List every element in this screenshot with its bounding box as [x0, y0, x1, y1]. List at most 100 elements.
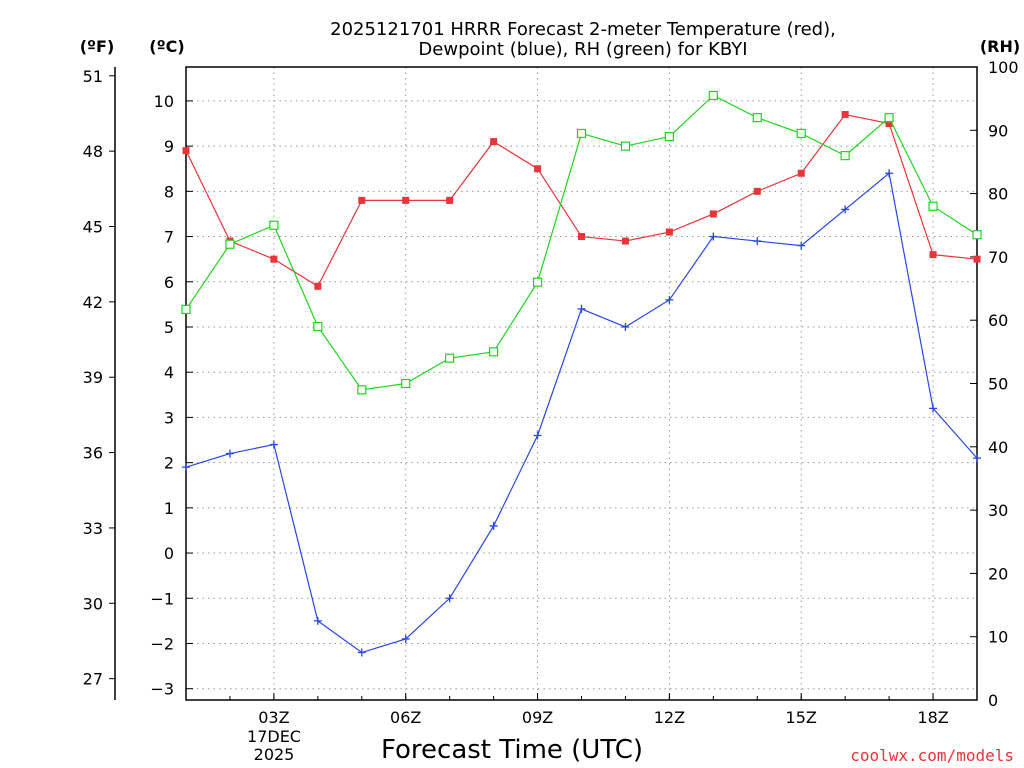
- dewpoint-point: [841, 205, 850, 214]
- temperature-point: [709, 210, 717, 218]
- dewpoint-point: [313, 616, 322, 625]
- rh-point: [708, 90, 718, 101]
- plot-frame: [185, 66, 978, 701]
- f-axis-tick-label: 27: [83, 670, 103, 689]
- fahrenheit-unit-label: (ºF): [80, 37, 115, 56]
- temperature-point: [753, 187, 761, 195]
- temperature-line: [185, 113, 978, 288]
- rh-axis-tick-label: 10: [988, 628, 1008, 647]
- temperature-point: [621, 237, 629, 245]
- c-axis-tick-label: 6: [164, 273, 174, 292]
- dewpoint-point: [225, 449, 234, 458]
- c-axis-tick-label: −3: [150, 680, 174, 699]
- rh-point: [269, 220, 279, 230]
- rh-point: [884, 113, 894, 123]
- c-axis-tick-label: 3: [164, 408, 174, 427]
- rh-point: [752, 113, 762, 123]
- c-axis-tick-label: 9: [164, 137, 174, 156]
- temperature-point: [314, 282, 322, 290]
- rh-point: [928, 201, 938, 211]
- rh-point: [620, 141, 631, 151]
- celsius-unit-label: (ºC): [149, 37, 184, 56]
- grid: [186, 67, 977, 700]
- x-axis-tick-label: 09Z: [522, 708, 553, 727]
- rh-axis-tick-label: 30: [988, 501, 1008, 520]
- temperature-point: [534, 165, 542, 173]
- rh-point: [796, 128, 806, 139]
- rh-axis-tick-label: 40: [988, 438, 1008, 457]
- rh-point: [840, 151, 850, 161]
- c-axis-tick-label: 10: [154, 92, 174, 111]
- f-axis-tick-label: 42: [83, 293, 103, 312]
- rh-point: [532, 277, 543, 287]
- rh-axis-tick-label: 20: [988, 564, 1008, 583]
- dewpoint-point: [621, 322, 630, 331]
- date-label-line2: 2025: [254, 745, 295, 764]
- temperature-point: [358, 196, 366, 204]
- rh-point: [401, 378, 411, 389]
- dewpoint-point: [753, 237, 762, 246]
- rh-axis-tick-label: 80: [988, 185, 1008, 204]
- c-axis-tick-label: −1: [150, 589, 174, 608]
- temperature-point: [446, 196, 454, 204]
- x-axis-tick-label: 18Z: [917, 708, 948, 727]
- x-axis-tick-label: 03Z: [258, 708, 289, 727]
- c-axis-tick-label: 7: [164, 228, 174, 247]
- rh-axis-tick-label: 50: [988, 375, 1008, 394]
- dewpoint-point: [269, 440, 278, 449]
- dewpoint-point: [929, 404, 938, 413]
- temperature-point: [797, 169, 805, 177]
- rh-point: [313, 321, 323, 332]
- x-axis-tick-label: 06Z: [390, 708, 421, 727]
- dewpoint-line: [185, 172, 978, 654]
- dewpoint-point: [885, 169, 894, 178]
- dewpoint-point: [533, 431, 542, 440]
- credit-text: coolwx.com/models: [850, 746, 1014, 765]
- dewpoint-point: [665, 295, 674, 304]
- c-axis-tick-label: 5: [164, 318, 174, 337]
- dewpoint-point: [182, 463, 190, 472]
- x-axis-tick-label: 12Z: [654, 708, 685, 727]
- c-axis-tick-label: −2: [150, 634, 174, 653]
- c-axis-tick-label: 0: [164, 544, 174, 563]
- f-axis-tick-label: 36: [83, 444, 103, 463]
- f-axis-tick-label: 51: [83, 67, 103, 86]
- rh-point: [489, 347, 499, 357]
- series-group: [181, 90, 982, 657]
- rh-point: [181, 304, 191, 315]
- rh-point: [445, 353, 455, 363]
- rh-line: [185, 94, 978, 391]
- temperature-point: [270, 255, 278, 263]
- temperature-point: [841, 110, 849, 118]
- temperature-point: [182, 147, 190, 155]
- rh-point: [972, 230, 982, 240]
- dewpoint-point: [489, 521, 498, 530]
- temperature-point: [490, 138, 498, 146]
- rh-axis-tick-label: 70: [988, 248, 1008, 267]
- dewpoint-point: [357, 648, 366, 657]
- rh-axis-tick-label: 0: [988, 691, 998, 710]
- x-axis-label: Forecast Time (UTC): [381, 735, 643, 765]
- dewpoint-point: [401, 634, 410, 643]
- rh-axis-tick-label: 100: [988, 58, 1019, 77]
- temperature-point: [665, 228, 673, 236]
- temperature-point: [973, 255, 981, 263]
- c-axis-tick-label: 8: [164, 182, 174, 201]
- f-axis-tick-label: 48: [83, 142, 103, 161]
- f-axis-tick-label: 30: [83, 594, 103, 613]
- chart-title-line1: 2025121701 HRRR Forecast 2-meter Tempera…: [330, 19, 836, 40]
- rh-axis-tick-label: 90: [988, 121, 1008, 140]
- dewpoint-point: [709, 232, 718, 241]
- c-axis-tick-label: 2: [164, 454, 174, 473]
- dewpoint-point: [973, 454, 981, 463]
- dewpoint-point: [797, 241, 806, 250]
- temperature-point: [929, 251, 937, 259]
- f-axis-tick-label: 33: [83, 519, 103, 538]
- c-axis-tick-label: 4: [164, 363, 174, 382]
- rh-point: [225, 239, 235, 249]
- rh-point: [576, 128, 587, 139]
- f-axis-tick-label: 39: [83, 368, 103, 387]
- chart-title-line2: Dewpoint (blue), RH (green) for KBYI: [418, 39, 747, 60]
